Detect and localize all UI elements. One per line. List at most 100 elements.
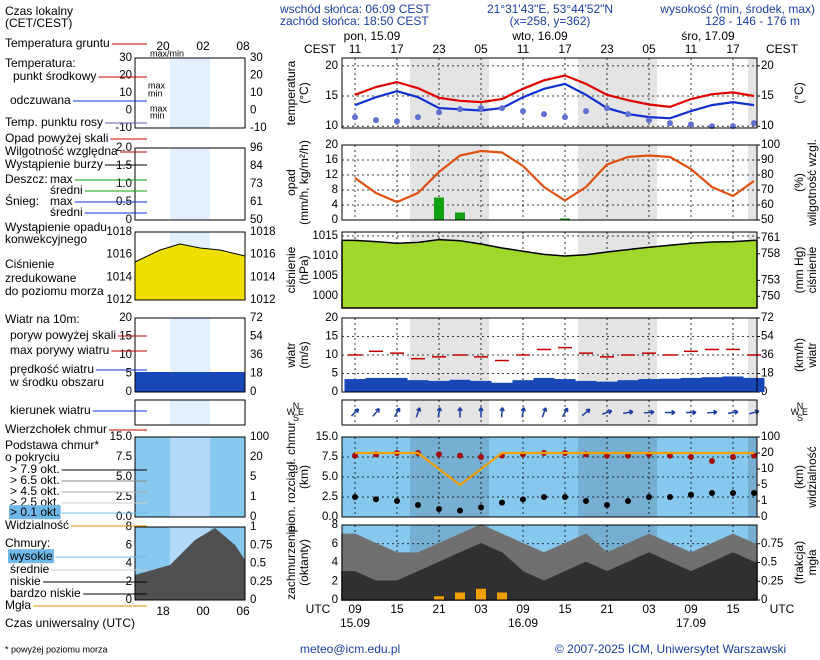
legend-label-background [8,549,55,564]
legend-tick-label: 36 [250,349,263,361]
panel-frame [341,144,758,221]
local-hour-label: 05 [642,42,656,56]
y-axis-title: zachmurzenie [284,525,298,600]
y2-axis-title: (%) [792,173,806,192]
y2-axis-title: (°C) [792,82,806,103]
compass-letter: E [802,407,808,417]
y2-tick-label: 750 [761,290,780,302]
series-bar [476,588,486,600]
legend-tick-label: 30 [250,52,263,64]
legend-tick-label: 0.0 [116,511,132,523]
y-axis-title: opad [284,169,298,196]
series-bar [455,592,465,600]
legend-label-background [9,505,61,520]
panel-background [342,145,757,220]
series-dot [352,452,358,459]
legend-top-hour: 08 [236,39,250,53]
legend-tick-label: 1 [250,491,256,503]
series-dot [394,118,400,125]
local-hour-label: 17 [390,42,404,56]
series-dot [457,507,463,514]
legend-label: Wilgotność względna [5,144,118,158]
local-hour-label: 23 [432,42,446,56]
legend-tick-label: 0 [250,511,256,523]
y-tick-label: 4 [332,199,339,211]
utc-day-label: 15.09 [340,616,370,630]
compass-letter: E [298,407,304,417]
y2-tick-label: 15 [761,90,774,102]
series-dot [457,452,463,459]
wind-arrow [602,409,613,415]
wind-arrow [561,407,569,418]
wind-arrow [478,407,484,418]
y2-tick-label: 20 [761,60,774,72]
footnote: * powyżej poziomu morza [5,644,108,654]
legend-tick-label: 0.25 [250,576,272,588]
legend-tick-label: 0 [126,105,132,117]
series-bar [434,197,444,220]
legend-panel-frame [134,231,246,301]
series-dot [646,117,652,124]
series-bar [434,596,444,600]
y2-tick-label: 36 [761,349,774,361]
y2-tick-label: 758 [761,248,780,260]
legend-tick-label: 10 [250,87,263,99]
legend-label: punkt środkowy [13,69,96,83]
local-hour-label: 11 [685,42,698,56]
utc-hour-label: 09 [684,602,698,616]
legend-label: max [150,103,168,113]
y2-tick-label: 70 [761,184,774,196]
legend-label: odczuwana [10,93,71,107]
series-dot [394,498,400,504]
panel-frame [341,57,758,129]
utc-axis-label: UTC [770,602,795,616]
legend-tick-label: 0 [126,386,132,398]
y2-tick-label: 18 [761,368,774,380]
y2-tick-label: 10 [761,120,774,132]
series-bar [680,377,702,392]
legend-label: Śnieg: [5,193,39,208]
y-tick-label: 0 [332,214,338,226]
legend-tick-label: 30 [119,52,132,64]
series-dot [625,498,631,504]
series-dot [625,111,631,118]
series-dot [604,452,610,459]
series-line [354,149,755,204]
y-tick-label: 1005 [312,270,338,282]
utc-hour-label: 21 [600,602,614,616]
utc-hour-label: 15 [558,602,572,616]
legend-bottom-hour: 06 [236,604,250,618]
y-axis-title: (oktanty) [297,539,311,586]
legend-tick-label: 50 [250,214,263,226]
legend-tick-label: 54 [250,331,263,343]
compass-letter: S [293,413,299,423]
legend-label: Deszcz: [5,172,48,186]
legend-daylight-band [170,437,210,517]
series-dot [457,106,463,113]
copyright: © 2007-2025 ICM, Uniwersytet Warszawski [555,642,786,656]
sunset: zachód słońca: 18:50 CEST [280,14,429,28]
y-tick-label: 8 [332,184,338,196]
y2-tick-label: 0.25 [761,575,783,587]
series-bar [659,378,681,392]
utc-hour-label: 03 [642,602,656,616]
y-tick-label: 1015 [312,230,338,242]
series-dot [604,502,610,508]
legend-tick-label: 6 [126,539,132,551]
legend-tick-label: 0.75 [250,539,272,551]
wind-arrow [415,407,422,418]
wind-arrow [581,408,591,417]
series-bar [638,379,660,392]
series-dot [667,452,673,459]
sunrise: wschód słońca: 06:09 CEST [279,2,431,16]
legend-label: o pokryciu [5,450,60,464]
legend-tick-label: 20 [119,312,132,324]
email[interactable]: meteo@icm.edu.pl [300,642,400,656]
legend-label: Temp. punktu rosy [5,115,103,129]
series-bar [575,380,597,392]
series-dot [436,109,442,116]
series-dot [352,494,358,500]
wind-arrow [499,407,505,418]
legend-tick-label: -10 [115,122,132,134]
legend-label: (CET/CEST) [5,16,72,30]
